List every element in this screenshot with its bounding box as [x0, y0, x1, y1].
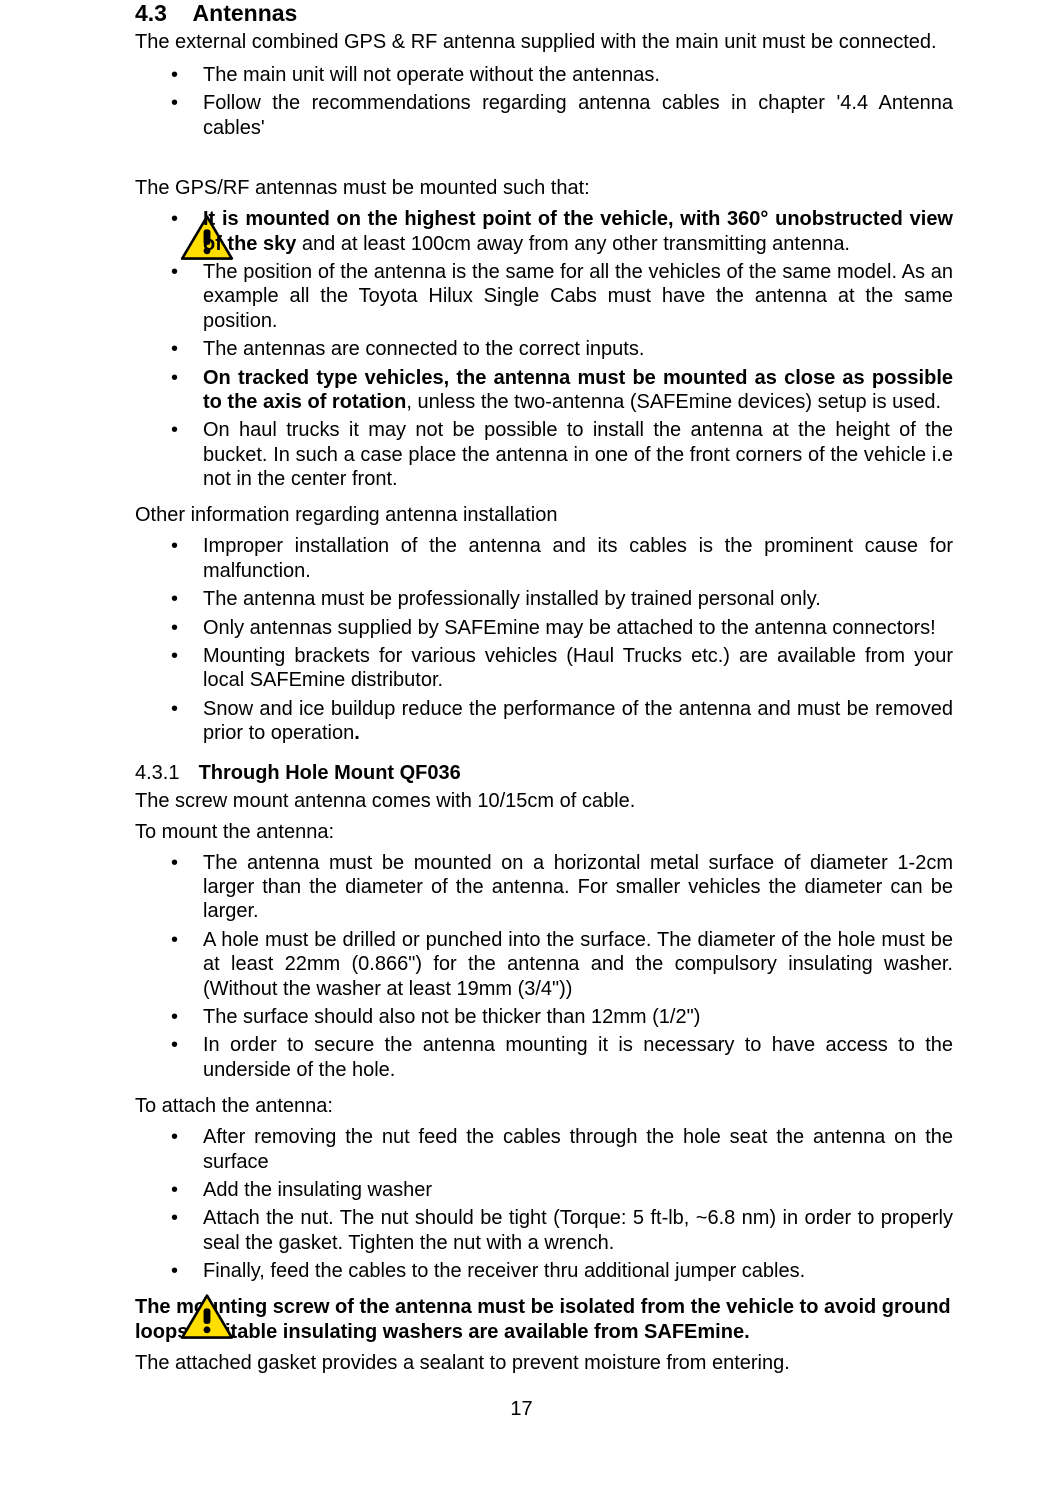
list-item: The antenna must be mounted on a horizon…	[171, 851, 953, 924]
sub-attach-bullet-list: After removing the nut feed the cables t…	[135, 1125, 953, 1283]
warning-block-2: The mounting screw of the antenna must b…	[135, 1295, 953, 1376]
section-number: 4.3	[135, 0, 187, 27]
list-item: Improper installation of the antenna and…	[171, 534, 953, 583]
list-item: The position of the antenna is the same …	[171, 260, 953, 333]
list-item: Attach the nut. The nut should be tight …	[171, 1206, 953, 1255]
section-heading: 4.3 Antennas	[135, 0, 953, 27]
list-item: Mounting brackets for various vehicles (…	[171, 644, 953, 693]
list-item: A hole must be drilled or punched into t…	[171, 928, 953, 1001]
rest-text: , unless the two-antenna (SAFEmine devic…	[406, 391, 941, 413]
list-item: The antennas are connected to the correc…	[171, 337, 953, 361]
mounting-intro: The GPS/RF antennas must be mounted such…	[135, 176, 953, 201]
bold-suffix: .	[354, 722, 360, 744]
subsection-intro: The screw mount antenna comes with 10/15…	[135, 789, 953, 814]
warning-bold-text: The mounting screw of the antenna must b…	[135, 1295, 953, 1345]
list-item: Snow and ice buildup reduce the performa…	[171, 697, 953, 746]
warning-block-1: The GPS/RF antennas must be mounted such…	[135, 176, 953, 491]
list-item: The surface should also not be thicker t…	[171, 1005, 953, 1029]
warning-icon	[179, 1293, 235, 1341]
list-item: In order to secure the antenna mounting …	[171, 1033, 953, 1082]
list-item: Add the insulating washer	[171, 1178, 953, 1202]
subsection-title: Through Hole Mount QF036	[199, 762, 461, 784]
section-intro: The external combined GPS & RF antenna s…	[135, 30, 953, 55]
mount-label: To mount the antenna:	[135, 820, 953, 845]
attach-label: To attach the antenna:	[135, 1094, 953, 1119]
content-column: 4.3 Antennas The external combined GPS &…	[135, 0, 953, 1376]
list-item: On haul trucks it may not be possible to…	[171, 418, 953, 491]
section-title: Antennas	[193, 0, 298, 26]
list-item: Finally, feed the cables to the receiver…	[171, 1259, 953, 1283]
spacer	[135, 152, 953, 166]
warning-followup-text: The attached gasket provides a sealant t…	[135, 1351, 953, 1376]
other-info-intro: Other information regarding antenna inst…	[135, 503, 953, 528]
subsection-heading: 4.3.1 Through Hole Mount QF036	[135, 762, 953, 785]
list-item: It is mounted on the highest point of th…	[171, 207, 953, 256]
rest-text: and at least 100cm away from any other t…	[296, 233, 850, 255]
other-bullet-list: Improper installation of the antenna and…	[135, 534, 953, 745]
mount-bullet-list: It is mounted on the highest point of th…	[135, 207, 953, 491]
text-prefix: Snow and ice buildup reduce the performa…	[203, 698, 953, 744]
list-item: The main unit will not operate without t…	[171, 63, 953, 87]
list-item: On tracked type vehicles, the antenna mu…	[171, 366, 953, 415]
intro-bullet-list: The main unit will not operate without t…	[135, 63, 953, 140]
page: 4.3 Antennas The external combined GPS &…	[0, 0, 1043, 1492]
list-item: The antenna must be professionally insta…	[171, 587, 953, 611]
subsection-number: 4.3.1	[135, 762, 193, 785]
page-number: 17	[90, 1398, 953, 1421]
list-item: After removing the nut feed the cables t…	[171, 1125, 953, 1174]
sub-mount-bullet-list: The antenna must be mounted on a horizon…	[135, 851, 953, 1083]
list-item: Follow the recommendations regarding ant…	[171, 91, 953, 140]
list-item: Only antennas supplied by SAFEmine may b…	[171, 616, 953, 640]
